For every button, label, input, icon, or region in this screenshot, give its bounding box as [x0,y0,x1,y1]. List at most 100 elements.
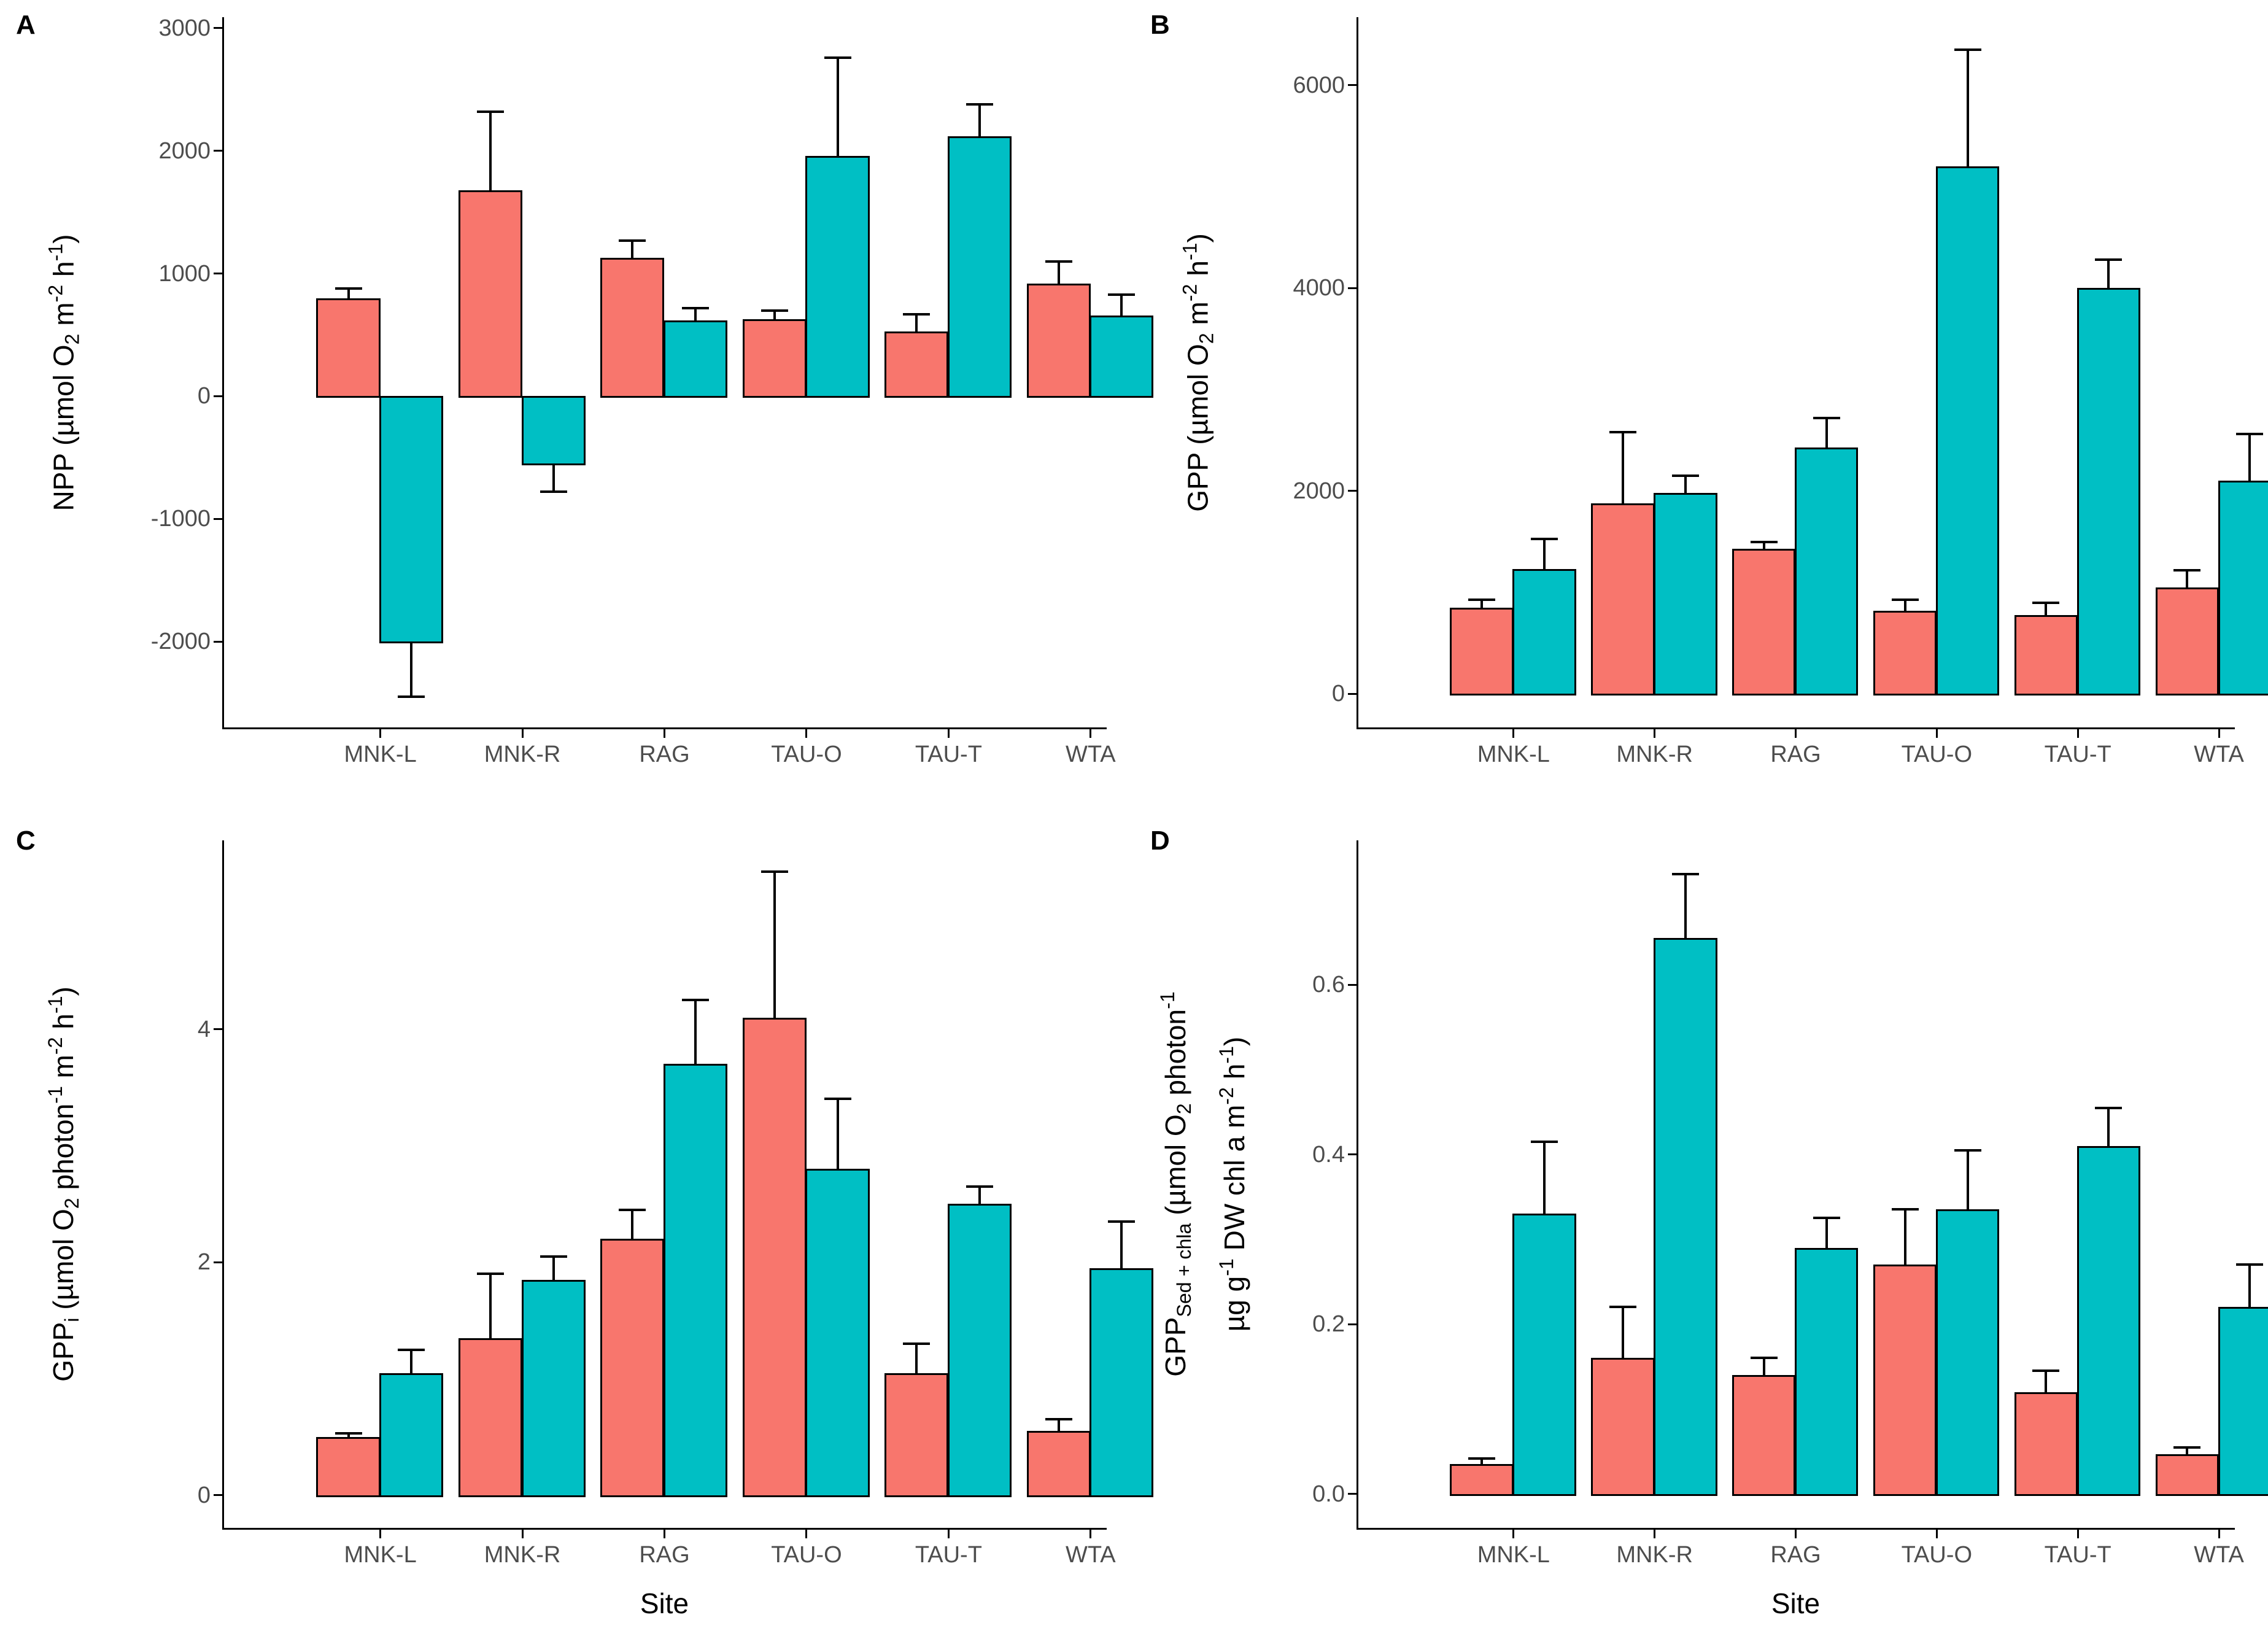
bar-coral-TAU-O [742,319,807,398]
bar-teal-TAU-T [2076,288,2141,696]
bar-teal-WTA [2218,1307,2268,1496]
y-tick-mark [214,1494,222,1497]
error-bar-line [1684,874,1687,938]
x-tick-mark [379,1530,382,1538]
error-bar-cap [1671,873,1699,876]
bar-teal-RAG [1795,447,1859,696]
bar-teal-RAG [664,1064,728,1497]
error-bar-cap [1954,48,1981,51]
error-bar-line [552,1256,555,1280]
y-tick-label: 0.4 [1312,1141,1345,1168]
error-bar-line [1684,476,1687,494]
y-axis-title: NPP (µmol O2 m-2 h-1) [44,234,83,511]
error-bar-cap [2032,601,2060,604]
error-bar-cap [2173,568,2201,571]
panel-tag-D: D [1150,826,1170,856]
x-tick-label: MNK-L [344,1542,417,1568]
y-tick-mark [1348,692,1357,695]
x-tick-label: TAU-T [915,1542,982,1568]
x-tick-label: TAU-T [2044,1542,2111,1568]
error-bar-line [2107,1107,2110,1146]
x-axis-title: Site [640,1587,689,1619]
y-tick-mark [214,640,222,643]
y-axis-line [1357,17,1358,729]
error-bar-cap [1813,1217,1840,1220]
y-tick-label: 0 [197,383,211,409]
error-bar-line [1621,432,1624,503]
x-tick-label: MNK-R [484,1542,561,1568]
bar-coral-MNK-R [1591,503,1655,696]
bar-coral-MNK-L [316,298,381,398]
x-tick-label: MNK-L [344,742,417,767]
x-tick-label: RAG [1770,742,1821,767]
error-bar-cap [335,1432,362,1435]
error-bar-line [1480,1458,1484,1465]
x-tick-label: RAG [1770,1542,1821,1568]
panel-tag-B: B [1150,10,1170,40]
y-tick-label: 2000 [1293,478,1345,504]
bar-teal-TAU-T [947,1204,1012,1497]
bar-teal-MNK-L [1512,569,1576,696]
x-tick-mark [1795,1530,1797,1538]
error-bar-line [347,288,350,298]
error-bar-cap [966,103,993,106]
error-bar-cap [540,490,567,494]
error-bar-cap [966,1185,993,1188]
panel-D: D 0.0 0.2 0.4 0.6 MNK-L MNK-R RAG TAU-O TAU-T WTA… [1134,816,2268,1631]
bar-teal-MNK-R [1654,938,1717,1496]
error-bar-cap [1531,1140,1558,1143]
error-bar-cap [903,312,931,316]
error-bar-line [694,1000,697,1064]
y-tick-label: 2000 [158,138,211,164]
error-bar-line [2045,602,2048,615]
bar-coral-WTA [2155,1454,2219,1496]
x-tick-mark [1795,729,1797,738]
error-bar-cap [1108,1220,1136,1223]
error-bar-cap [1891,1208,1919,1211]
y-axis-title: GPP (µmol O2 m-2 h-1) [1179,233,1218,512]
y-tick-label: 4000 [1293,275,1345,301]
error-bar-cap [1609,1306,1636,1309]
error-bar-cap [398,1348,425,1351]
error-bar-cap [1750,1357,1778,1360]
x-tick-label: TAU-T [2044,742,2111,767]
x-tick-label: MNK-R [1616,742,1693,767]
bar-coral-WTA [1026,1431,1091,1497]
error-bar-line [2186,1447,2189,1454]
error-bar-cap [1609,431,1636,434]
error-bar-cap [1468,598,1496,601]
error-bar-cap [761,309,788,312]
error-bar-line [347,1433,350,1437]
error-bar-cap [1045,1418,1072,1421]
bar-teal-WTA [1089,315,1154,398]
error-bar-cap [2173,1446,2201,1449]
x-tick-label: MNK-L [1477,1542,1550,1568]
y-tick-mark [214,517,222,520]
x-tick-mark [521,1530,524,1538]
error-bar-line [2045,1371,2048,1392]
error-bar-line [915,1344,918,1373]
bar-teal-MNK-L [379,396,444,644]
error-bar-cap [824,56,851,59]
y-tick-mark [214,150,222,152]
bar-teal-MNK-L [1512,1214,1576,1496]
y-tick-mark [1348,84,1357,87]
x-axis-title: Site [1771,1587,1821,1619]
bar-coral-RAG [1732,1375,1796,1496]
y-axis-line [222,17,224,729]
error-bar-cap [1813,416,1840,419]
error-bar-cap [335,287,362,290]
error-bar-line [1543,538,1546,570]
bar-coral-WTA [2155,587,2219,696]
x-tick-mark [1512,729,1515,738]
error-bar-cap [1750,540,1778,543]
error-bar-cap [2032,1369,2060,1373]
panel-B: B 0 2000 4000 6000 MNK-L MNK-R RAG TAU-O TAU-T WT… [1134,0,2268,815]
x-axis-line [1357,727,2235,729]
bar-teal-MNK-R [521,1279,586,1497]
error-bar-cap [1531,537,1558,540]
y-tick-mark [1348,1153,1357,1156]
error-bar-cap [476,110,504,113]
bar-coral-TAU-O [742,1017,807,1497]
x-tick-label: TAU-O [771,742,842,767]
